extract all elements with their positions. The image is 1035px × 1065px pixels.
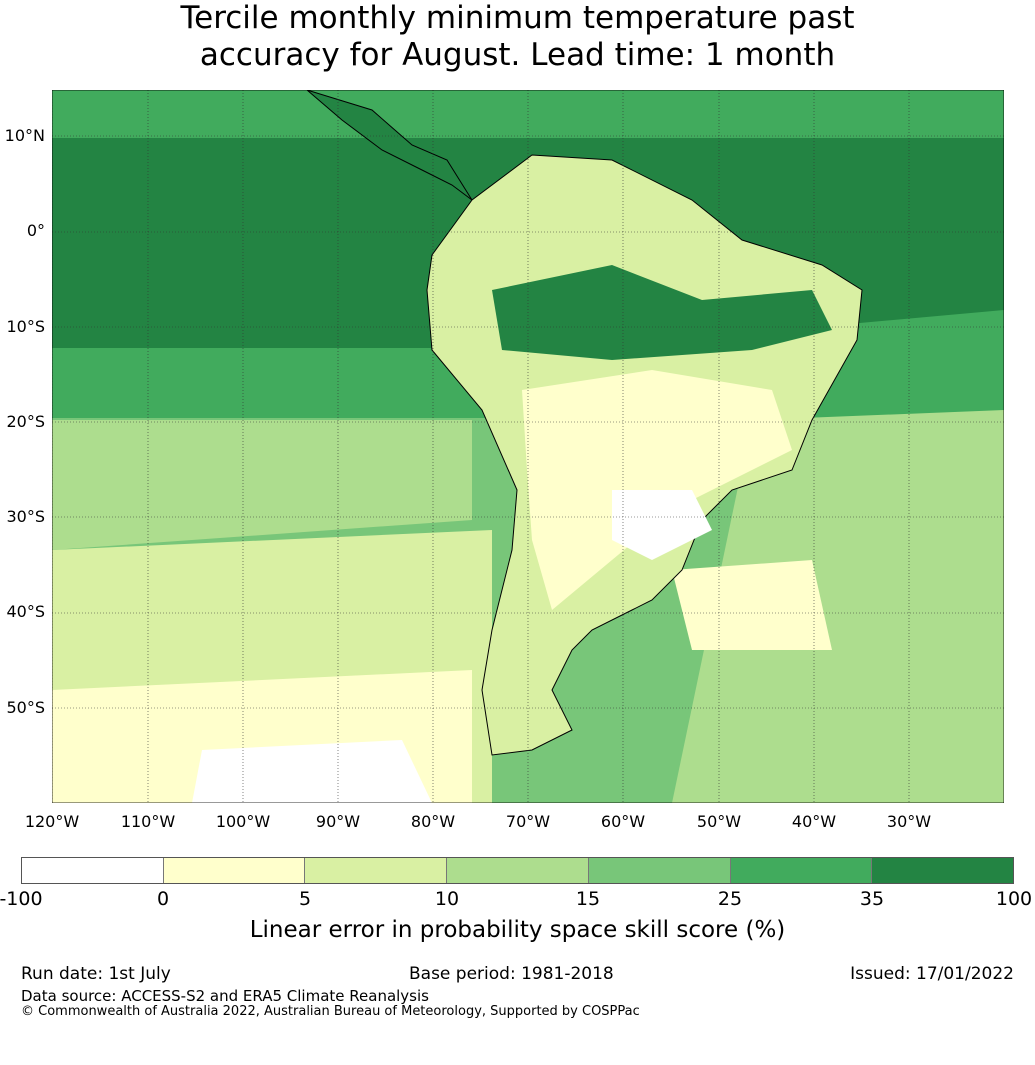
lon-label-70w: 70°W [505,812,551,831]
lat-label-50s: 50°S [6,698,45,717]
base-period: Base period: 1981-2018 [409,964,614,984]
colorbar-tick: 100 [995,888,1033,910]
issued-date: Issued: 17/01/2022 [850,964,1014,984]
atlantic-low-patch [672,560,832,650]
colorbar-segment [22,858,164,883]
colorbar-tick: -100 [0,888,43,910]
lat-label-10s: 10°S [6,317,45,336]
colorbar-label: Linear error in probability space skill … [249,917,786,943]
la-plata-zero-skill [612,490,712,560]
colorbar-tick: 35 [859,888,885,910]
pacific-low-skill-region [52,420,472,550]
lat-label-10n: 10°N [4,126,45,145]
lon-label-80w: 80°W [410,812,456,831]
colorbar-tick: 0 [156,888,170,910]
colorbar-segment [588,858,731,883]
title-line-2: accuracy for August. Lead time: 1 month [199,37,836,73]
colorbar-tick: 10 [434,888,460,910]
title-line-1: Tercile monthly minimum temperature past [180,0,855,36]
colorbar-segment [163,858,306,883]
colorbar-tick: 5 [298,888,312,910]
colorbar-segment [305,858,448,883]
amazon-high-skill [492,265,832,360]
colorbar-tick: 25 [717,888,743,910]
lat-label-0: 0° [26,221,45,240]
lat-label-40s: 40°S [6,602,45,621]
lon-label-30w: 30°W [886,812,932,831]
colorbar-segment [872,858,1014,883]
colorbar-segment [730,858,873,883]
central-america-land [306,90,473,201]
lon-label-110w: 110°W [120,812,176,831]
lon-label-50w: 50°W [696,812,742,831]
lon-label-100w: 100°W [215,812,271,831]
lat-label-30s: 30°S [6,507,45,526]
lon-label-40w: 40°W [791,812,837,831]
colorbar-segment [447,858,589,883]
copyright: © Commonwealth of Australia 2022, Austra… [21,1004,640,1019]
lon-label-90w: 90°W [315,812,361,831]
data-source: Data source: ACCESS-S2 and ERA5 Climate … [21,987,429,1005]
graticule [52,90,1004,803]
lat-label-20s: 20°S [6,412,45,431]
south-atlantic-region [672,410,1004,803]
colorbar [21,857,1014,884]
zero-skill-patch [192,740,432,803]
lon-label-60w: 60°W [600,812,646,831]
skill-score-map [52,90,1004,803]
run-date: Run date: 1st July [21,964,171,984]
lon-label-120w: 120°W [24,812,80,831]
colorbar-tick: 15 [575,888,601,910]
chart-title: Tercile monthly minimum temperature past… [0,0,1035,74]
